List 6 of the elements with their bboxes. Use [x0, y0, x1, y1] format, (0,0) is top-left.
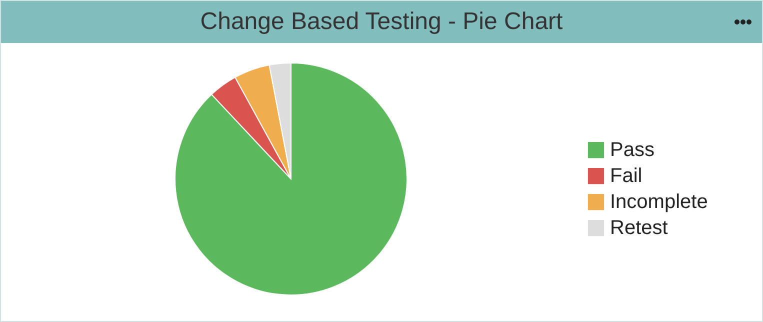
- pie-slice: [174, 62, 408, 296]
- legend-label: Incomplete: [610, 191, 708, 213]
- legend-label: Retest: [610, 217, 668, 239]
- legend-label: Pass: [610, 139, 654, 161]
- chart-title: Change Based Testing - Pie Chart: [200, 8, 563, 35]
- legend-label: Fail: [610, 165, 642, 187]
